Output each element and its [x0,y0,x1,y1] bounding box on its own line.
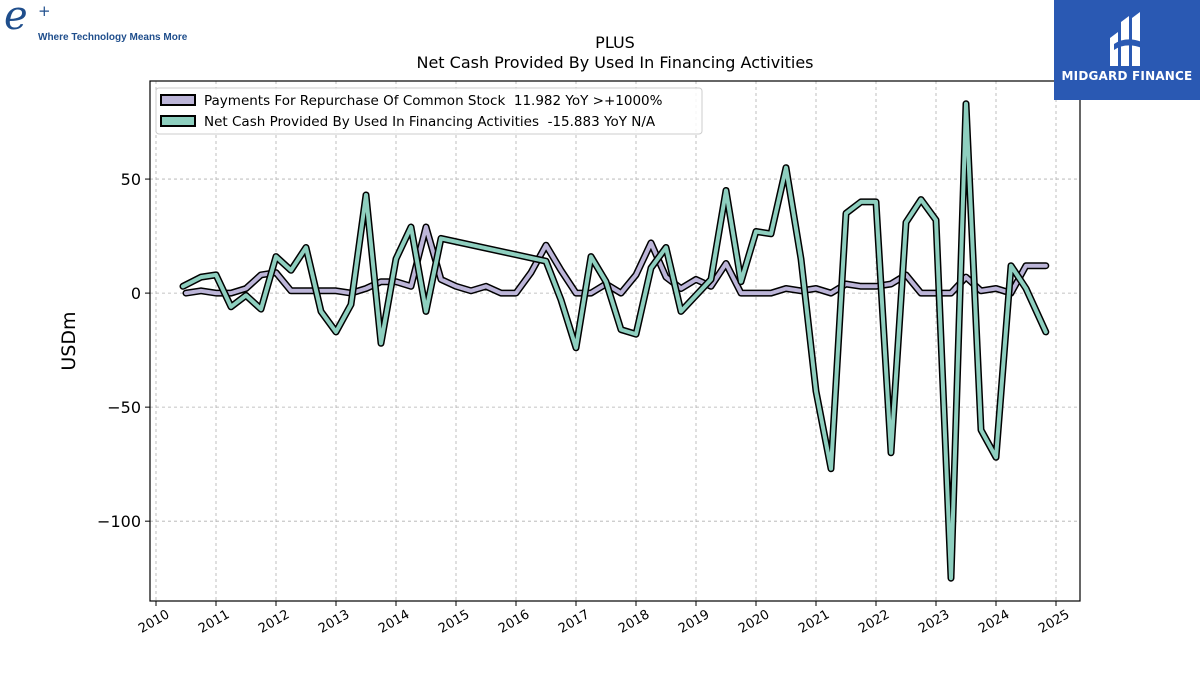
legend-label-repurchase: Payments For Repurchase Of Common Stock … [204,93,663,109]
brand-logo-right: MIDGARD FINANCE [1054,0,1200,100]
x-tick-label: 2012 [256,607,292,637]
x-tick-label: 2022 [856,607,892,637]
x-tick-label: 2013 [316,607,352,637]
brand-name: MIDGARD FINANCE [1061,69,1193,83]
x-axis-ticks: 2010 2011 2012 2013 2014 2015 2016 2017 2018 2019… [136,601,1072,637]
y-axis-ticks: 50 0 −50 −100 [97,170,150,531]
x-tick-label: 2017 [556,607,592,637]
x-tick-label: 2023 [916,607,952,637]
series-line-financing [181,101,1048,581]
x-tick-label: 2016 [496,607,532,637]
y-tick-label: 0 [131,284,141,303]
midgard-monogram-icon [1110,12,1142,66]
chart-subtitle: Net Cash Provided By Used In Financing A… [416,53,813,72]
brand-plus-mark: + [38,2,51,20]
legend-label-financing: Net Cash Provided By Used In Financing A… [204,114,656,130]
x-tick-label: 2018 [616,607,652,637]
y-tick-label: −50 [107,398,141,417]
x-tick-label: 2010 [136,607,172,637]
x-tick-label: 2014 [376,607,412,637]
y-tick-label: −100 [97,512,141,531]
y-axis-label: USDm [58,311,80,370]
legend: Payments For Repurchase Of Common Stock … [155,87,703,135]
x-tick-label: 2025 [1036,607,1072,637]
x-tick-label: 2019 [676,607,712,637]
legend-swatch-repurchase [160,94,196,106]
brand-e-mark: e [4,0,28,39]
brand-logo-left: e + Where Technology Means More [4,0,204,52]
x-tick-label: 2024 [976,607,1012,637]
y-tick-label: 50 [121,170,141,189]
x-tick-label: 2015 [436,607,472,637]
x-tick-label: 2020 [736,607,772,637]
legend-box [155,87,703,135]
chart-title: PLUS [595,33,635,52]
series-layer [179,100,1050,582]
brand-tagline: Where Technology Means More [38,32,188,43]
x-tick-label: 2021 [796,607,832,637]
legend-swatch-financing [160,115,196,127]
plot-area-frame [149,80,1081,602]
series-line-financing-outline [179,100,1050,582]
series-line-repurchase [184,225,1048,296]
x-tick-label: 2011 [196,607,232,637]
grid-lines [150,81,1080,601]
